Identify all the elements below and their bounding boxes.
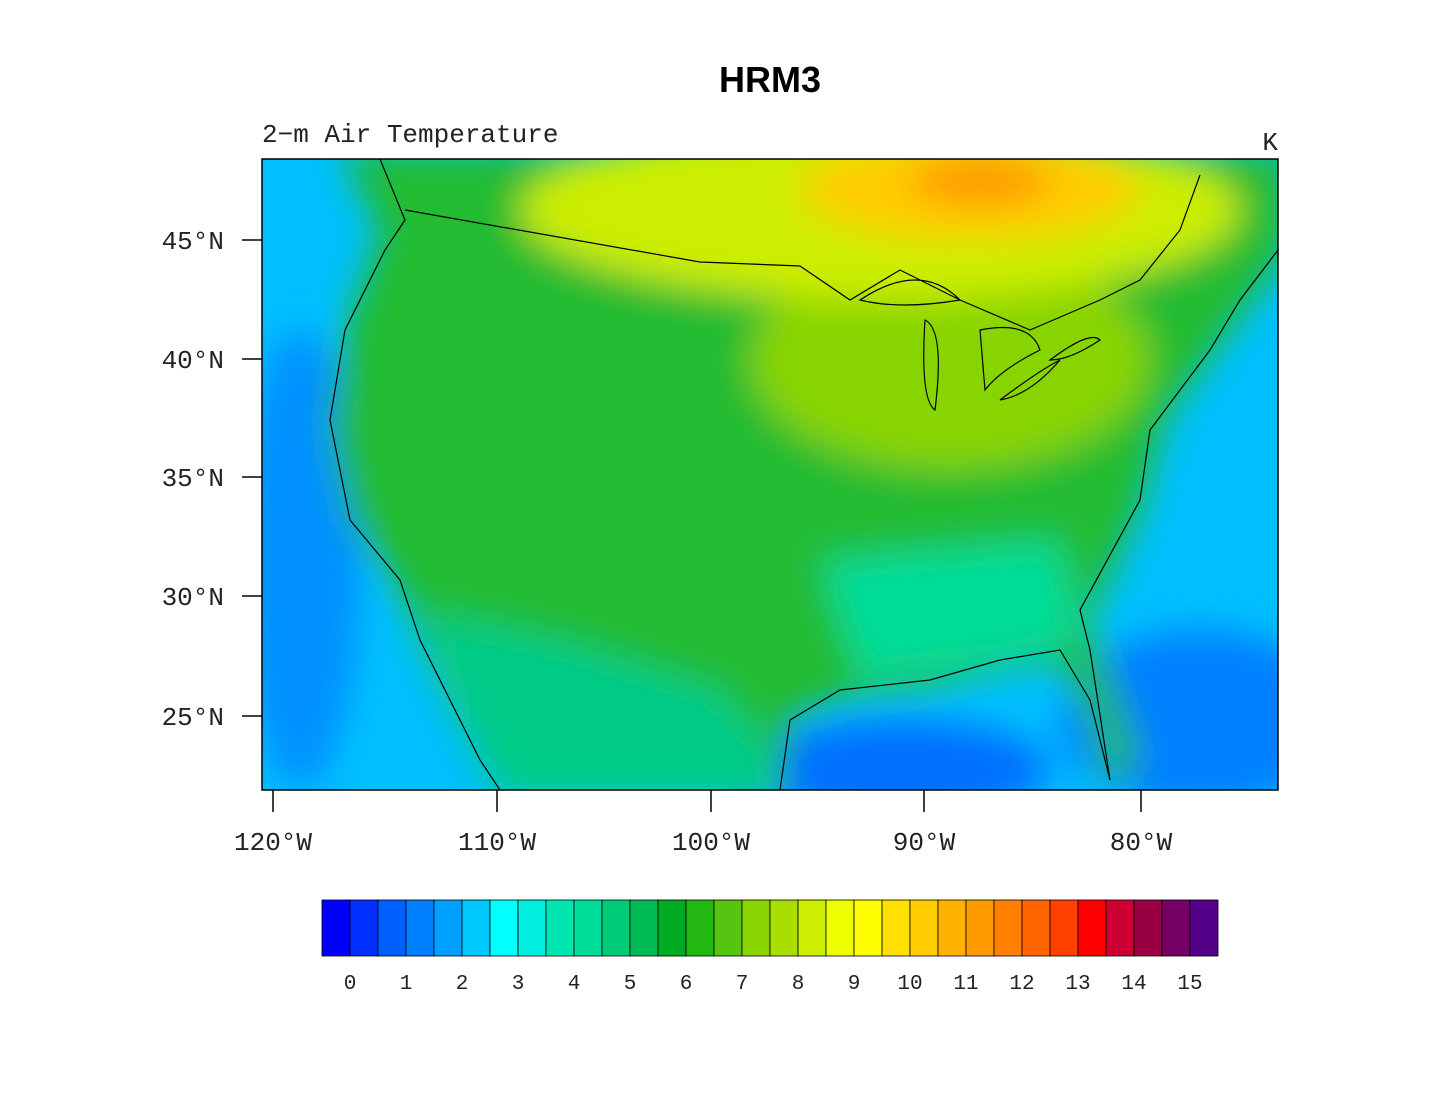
colorbar-box [1049,899,1079,957]
colorbar-box [321,899,351,957]
colorbar-box [545,899,575,957]
colorbar-label: 15 [1177,973,1202,996]
lon-label: 80°W [1110,828,1173,858]
colorbar-label: 2 [456,973,469,996]
colorbar-box [433,899,463,957]
colorbar-label: 8 [792,973,805,996]
map-field [262,159,1278,790]
colorbar-label: 5 [624,973,637,996]
colorbar-box [937,899,967,957]
colorbar-box [629,899,659,957]
colorbar-label: 6 [680,973,693,996]
colorbar-box [1077,899,1107,957]
colorbar-box [741,899,771,957]
colorbar-box [517,899,547,957]
colorbar-box [601,899,631,957]
map-frame [261,158,1279,791]
coastlines [329,159,1278,790]
colorbar-box [685,899,715,957]
colorbar-box [825,899,855,957]
lat-label: 35°N [162,464,224,494]
colorbar-box [1021,899,1051,957]
lon-label: 100°W [672,828,750,858]
colorbar-box [1105,899,1135,957]
axes: 45°N 40°N 35°N 30°N 25°N 120°W 110°W 100°W 90°W 8… [162,227,1173,858]
colorbar-label: 14 [1121,973,1146,996]
colorbar-label: 4 [568,973,581,996]
colorbar-label: 11 [953,973,978,996]
lat-label: 30°N [162,583,224,613]
colorbar-label: 3 [512,973,525,996]
colorbar-label: 1 [400,973,413,996]
colorbar-box [657,899,687,957]
colorbar-box [965,899,995,957]
colorbar-box [853,899,883,957]
colorbar-label: 9 [848,973,861,996]
colorbar-label: 7 [736,973,749,996]
colorbar-box [713,899,743,957]
lat-label: 45°N [162,227,224,257]
field-shading [262,159,1278,790]
colorbar-box [1189,899,1219,957]
colorbar-box [993,899,1023,957]
title: HRM3 [719,59,821,100]
left-string: 2−m Air Temperature [262,120,558,150]
colorbar-box [769,899,799,957]
colorbar-label: 12 [1009,973,1034,996]
lat-label: 40°N [162,346,224,376]
colorbar-box [461,899,491,957]
colorbar-label: 13 [1065,973,1090,996]
colorbar-box [573,899,603,957]
colorbar-box [797,899,827,957]
colorbar-box [1161,899,1191,957]
colorbar-box [1133,899,1163,957]
colorbar-label: 0 [344,973,357,996]
colorbar: 0 1 2 3 4 5 6 7 8 9 10 11 12 13 14 15 [321,899,1219,996]
lon-label: 90°W [893,828,956,858]
right-string: K [1262,128,1278,158]
colorbar-box [909,899,939,957]
colorbar-label: 10 [897,973,922,996]
colorbar-box [377,899,407,957]
colorbar-box [881,899,911,957]
colorbar-box [349,899,379,957]
colorbar-box [489,899,519,957]
lon-label: 120°W [234,828,312,858]
lat-label: 25°N [162,703,224,733]
colorbar-box [405,899,435,957]
lon-label: 110°W [458,828,536,858]
